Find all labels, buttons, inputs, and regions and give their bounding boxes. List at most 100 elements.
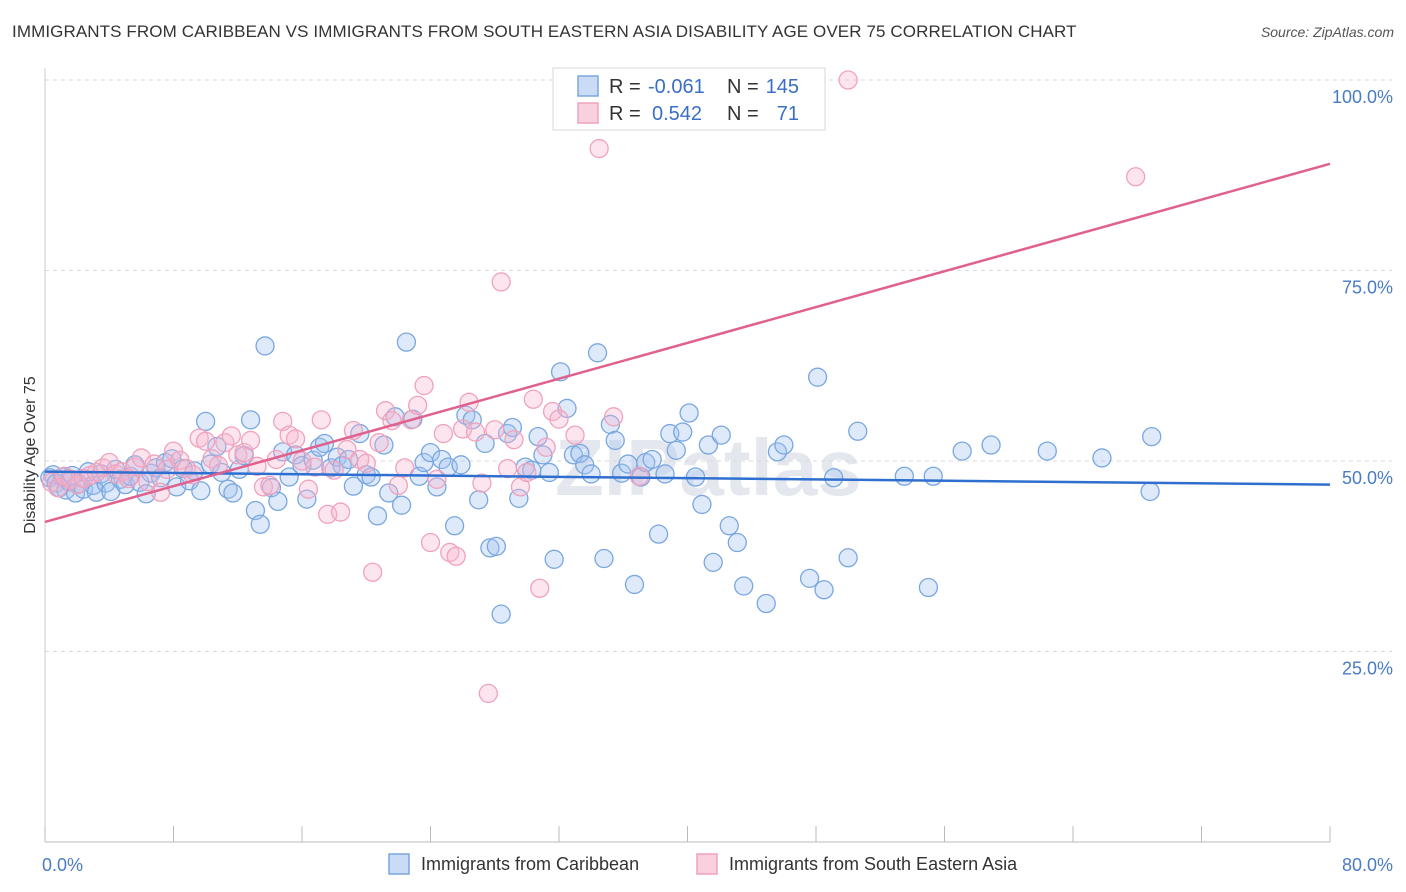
- point-se-asia: [324, 460, 344, 480]
- point-se-asia: [530, 578, 550, 598]
- point-caribbean: [824, 468, 844, 488]
- point-caribbean: [367, 506, 388, 526]
- point-se-asia: [446, 546, 466, 566]
- point-se-asia: [427, 469, 447, 489]
- point-caribbean: [420, 442, 441, 463]
- point-caribbean: [195, 411, 216, 432]
- point-se-asia: [629, 466, 649, 486]
- point-caribbean: [648, 524, 669, 544]
- point-caribbean: [838, 548, 858, 568]
- point-se-asia: [497, 458, 518, 479]
- point-caribbean: [727, 532, 747, 553]
- point-se-asia: [388, 475, 409, 496]
- point-caribbean: [191, 481, 211, 501]
- point-se-asia: [491, 272, 511, 292]
- point-caribbean: [427, 477, 447, 497]
- point-se-asia: [565, 425, 585, 445]
- point-se-asia: [330, 502, 351, 522]
- y-axis-label: Disability Age Over 75: [22, 376, 39, 534]
- point-se-asia: [517, 462, 537, 483]
- legend-r-label-2: R =: [609, 103, 641, 125]
- point-se-asia: [298, 479, 319, 499]
- point-caribbean: [1037, 441, 1057, 461]
- point-se-asia: [369, 433, 389, 453]
- bottom-legend-label-caribbean: Immigrants from Caribbean: [421, 854, 639, 874]
- point-se-asia: [1125, 167, 1146, 187]
- point-caribbean: [539, 462, 560, 483]
- point-caribbean: [528, 426, 548, 447]
- point-caribbean: [981, 435, 1001, 455]
- x-tick-label-min: 0.0%: [42, 855, 83, 875]
- point-caribbean: [756, 593, 776, 614]
- point-caribbean: [581, 464, 601, 484]
- point-caribbean: [799, 568, 820, 588]
- point-se-asia: [356, 453, 376, 473]
- point-caribbean: [432, 449, 452, 470]
- point-caribbean: [655, 464, 675, 484]
- point-se-asia: [260, 475, 280, 496]
- y-tick-label-100: 100.0%: [1332, 87, 1393, 107]
- correlation-legend: R = -0.061 N = 145 R = 0.542 N = 71: [552, 67, 826, 131]
- point-caribbean: [255, 336, 275, 356]
- point-caribbean: [279, 467, 299, 487]
- legend-n-label-2: N =: [727, 103, 759, 125]
- point-se-asia: [407, 395, 428, 416]
- data-points: [40, 70, 1162, 704]
- point-caribbean: [268, 491, 288, 512]
- point-se-asia: [305, 457, 325, 477]
- point-se-asia: [311, 410, 331, 430]
- point-caribbean: [894, 466, 914, 486]
- point-caribbean: [297, 489, 317, 509]
- point-caribbean: [343, 476, 364, 496]
- legend-n-value-1: 145: [766, 76, 799, 98]
- point-se-asia: [433, 423, 454, 444]
- point-caribbean: [1140, 481, 1160, 502]
- chart-source: Source: ZipAtlas.com: [1260, 24, 1394, 40]
- x-tick-label-max: 80.0%: [1342, 855, 1393, 875]
- point-caribbean: [703, 552, 723, 572]
- point-se-asia: [234, 442, 254, 463]
- point-se-asia: [337, 439, 357, 460]
- point-caribbean: [587, 343, 608, 363]
- point-caribbean: [698, 435, 719, 455]
- legend-n-value-2: 71: [777, 103, 799, 125]
- point-se-asia: [838, 70, 858, 90]
- point-caribbean: [444, 516, 465, 536]
- point-caribbean: [469, 490, 489, 510]
- point-se-asia: [465, 422, 486, 442]
- series-legend: Immigrants from Caribbean Immigrants fro…: [388, 853, 1018, 875]
- point-caribbean: [814, 580, 834, 600]
- point-se-asia: [485, 420, 505, 440]
- point-caribbean: [1142, 426, 1162, 447]
- point-caribbean: [396, 332, 417, 352]
- point-se-asia: [589, 138, 609, 159]
- y-tick-label-25: 25.0%: [1342, 659, 1393, 679]
- point-se-asia: [549, 409, 569, 429]
- point-caribbean: [807, 367, 828, 387]
- point-caribbean: [379, 483, 399, 503]
- legend-swatch-caribbean: [577, 75, 599, 97]
- point-caribbean: [391, 495, 412, 515]
- chart-title: IMMIGRANTS FROM CARIBBEAN VS IMMIGRANTS …: [12, 22, 1077, 41]
- point-se-asia: [240, 430, 261, 451]
- point-caribbean: [250, 514, 270, 534]
- y-tick-label-50: 50.0%: [1342, 468, 1393, 488]
- point-se-asia: [472, 473, 492, 493]
- point-caribbean: [1092, 448, 1112, 468]
- point-caribbean: [570, 443, 590, 464]
- point-caribbean: [719, 516, 739, 536]
- point-caribbean: [642, 449, 662, 470]
- point-se-asia: [523, 389, 543, 409]
- point-caribbean: [624, 574, 645, 595]
- point-caribbean: [544, 549, 564, 569]
- point-caribbean: [679, 403, 699, 423]
- point-se-asia: [395, 458, 415, 478]
- point-se-asia: [414, 375, 434, 396]
- legend-r-label-1: R =: [609, 76, 641, 98]
- point-se-asia: [363, 562, 383, 582]
- point-caribbean: [491, 604, 511, 624]
- bottom-legend-swatch-caribbean: [388, 853, 410, 875]
- point-caribbean: [666, 440, 686, 460]
- point-se-asia: [536, 437, 556, 457]
